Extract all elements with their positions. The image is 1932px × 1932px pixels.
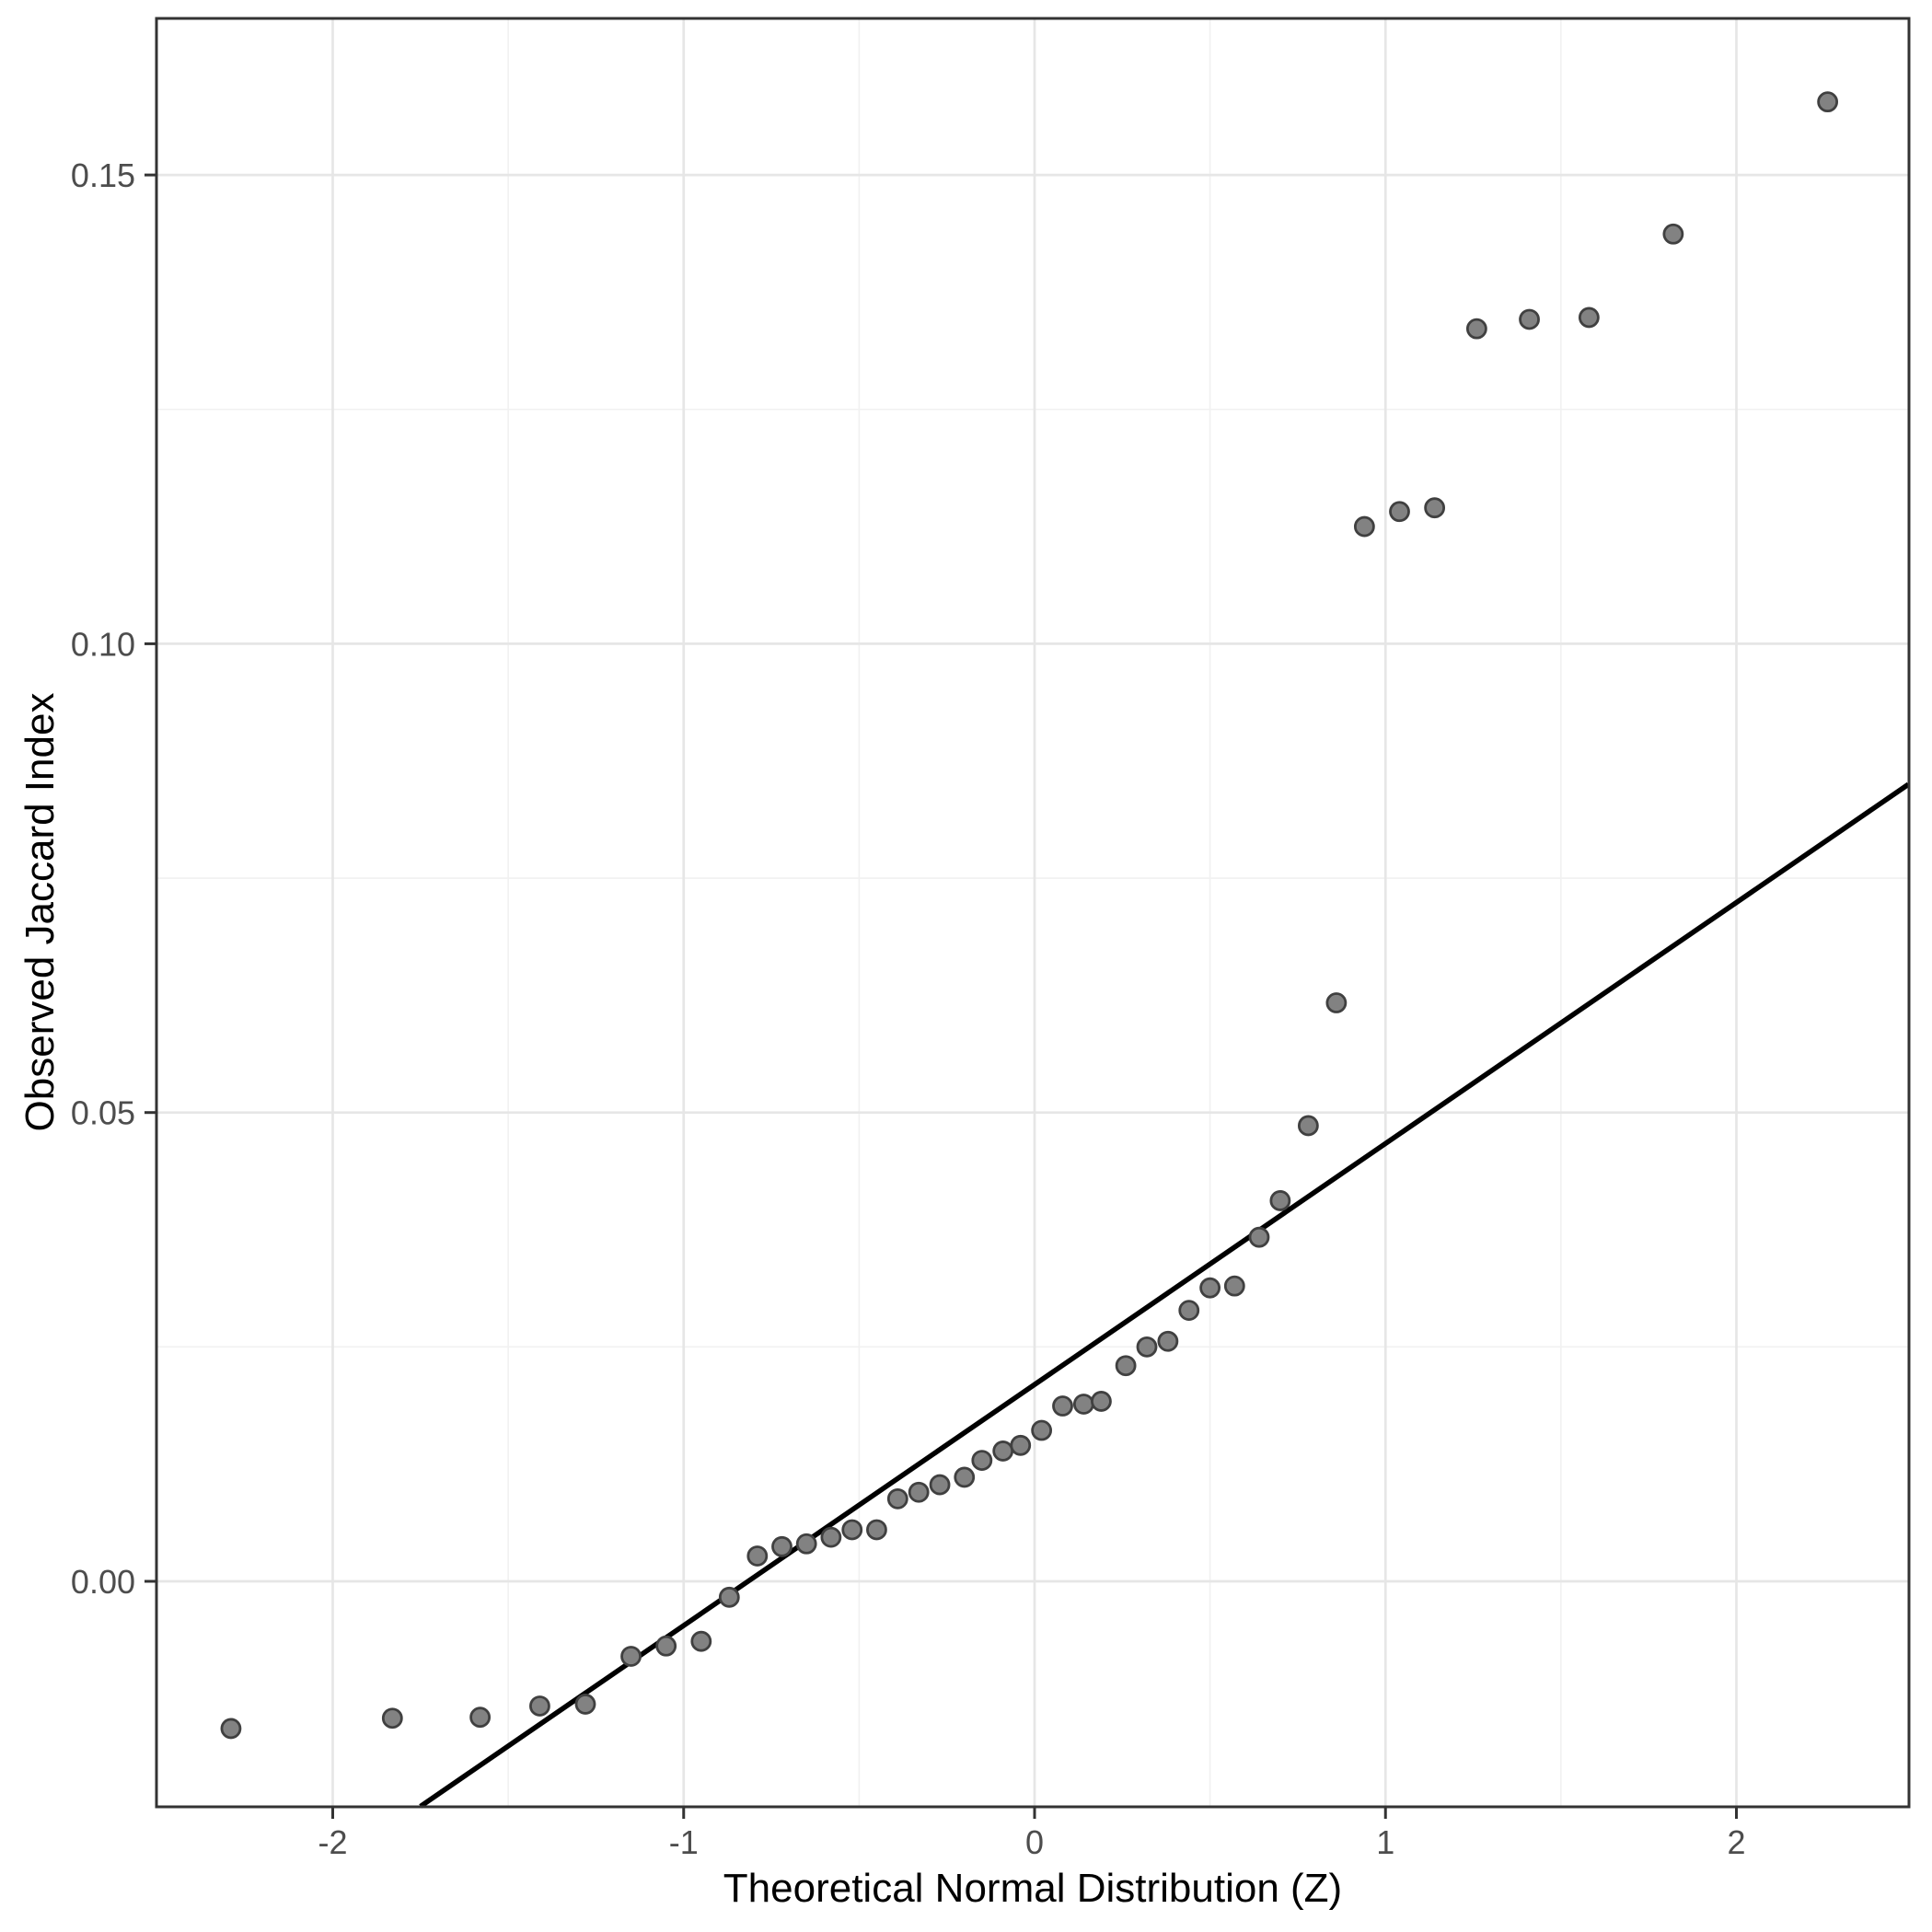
data-point xyxy=(1297,1115,1319,1137)
minor-gridlines xyxy=(156,18,1909,1807)
data-point xyxy=(718,1586,740,1608)
axis-tick-labels-group: -2 -1 0 1 2 0.00 0.05 0.10 0.15 xyxy=(71,156,1746,1861)
data-point xyxy=(1817,91,1839,113)
data-point xyxy=(574,1694,596,1715)
data-point xyxy=(746,1545,769,1567)
data-point xyxy=(1465,318,1487,340)
data-point xyxy=(655,1635,677,1657)
x-axis-tick-label: 1 xyxy=(1376,1823,1394,1861)
data-point xyxy=(1325,992,1348,1013)
major-gridlines xyxy=(156,18,1909,1807)
data-point xyxy=(929,1474,951,1496)
data-point xyxy=(1178,1300,1200,1322)
data-point xyxy=(992,1440,1014,1462)
data-point xyxy=(866,1519,887,1541)
data-point xyxy=(1248,1226,1270,1248)
x-axis-tick-label: 0 xyxy=(1025,1823,1044,1861)
data-point xyxy=(971,1450,993,1472)
x-axis-title: Theoretical Normal Distribution (Z) xyxy=(723,1866,1342,1911)
panel-border xyxy=(155,17,1911,1809)
data-point xyxy=(620,1646,642,1667)
data-point xyxy=(820,1526,842,1548)
data-point xyxy=(1389,501,1410,523)
data-point xyxy=(1223,1275,1245,1297)
data-point xyxy=(1157,1330,1179,1352)
data-point xyxy=(1072,1394,1094,1415)
y-axis-tick-label: 0.05 xyxy=(71,1094,135,1132)
data-point xyxy=(1353,515,1375,538)
data-point xyxy=(1136,1336,1158,1358)
data-point xyxy=(469,1706,492,1729)
data-point xyxy=(1662,223,1684,245)
data-point xyxy=(690,1630,712,1652)
data-point xyxy=(529,1695,550,1717)
data-point xyxy=(1010,1434,1032,1456)
data-point xyxy=(886,1487,908,1510)
y-axis-tick-label: 0.00 xyxy=(71,1563,135,1601)
data-point xyxy=(1031,1419,1053,1441)
data-point xyxy=(1091,1391,1112,1412)
data-point xyxy=(1424,497,1446,519)
data-point xyxy=(841,1519,863,1541)
data-point xyxy=(908,1481,930,1503)
axis-ticks-group xyxy=(145,173,1738,1819)
y-axis-tick-label: 0.10 xyxy=(71,625,135,663)
data-point xyxy=(1269,1190,1291,1211)
x-axis-tick-label: 2 xyxy=(1727,1823,1745,1861)
data-point xyxy=(381,1707,403,1730)
data-point xyxy=(771,1535,792,1557)
panel-background xyxy=(156,18,1909,1807)
data-point xyxy=(795,1533,817,1555)
data-point xyxy=(1115,1355,1137,1377)
x-axis-tick-label: -2 xyxy=(318,1823,347,1861)
data-point xyxy=(220,1718,242,1740)
data-point xyxy=(1519,308,1540,330)
data-point xyxy=(1052,1395,1073,1417)
data-points-group xyxy=(220,91,1839,1740)
y-axis-title: Observed Jaccard Index xyxy=(17,693,63,1132)
y-axis-tick-label: 0.15 xyxy=(71,156,135,194)
data-point xyxy=(1578,307,1600,329)
data-point xyxy=(954,1466,976,1488)
data-point xyxy=(1199,1277,1221,1299)
x-axis-tick-label: -1 xyxy=(669,1823,699,1861)
